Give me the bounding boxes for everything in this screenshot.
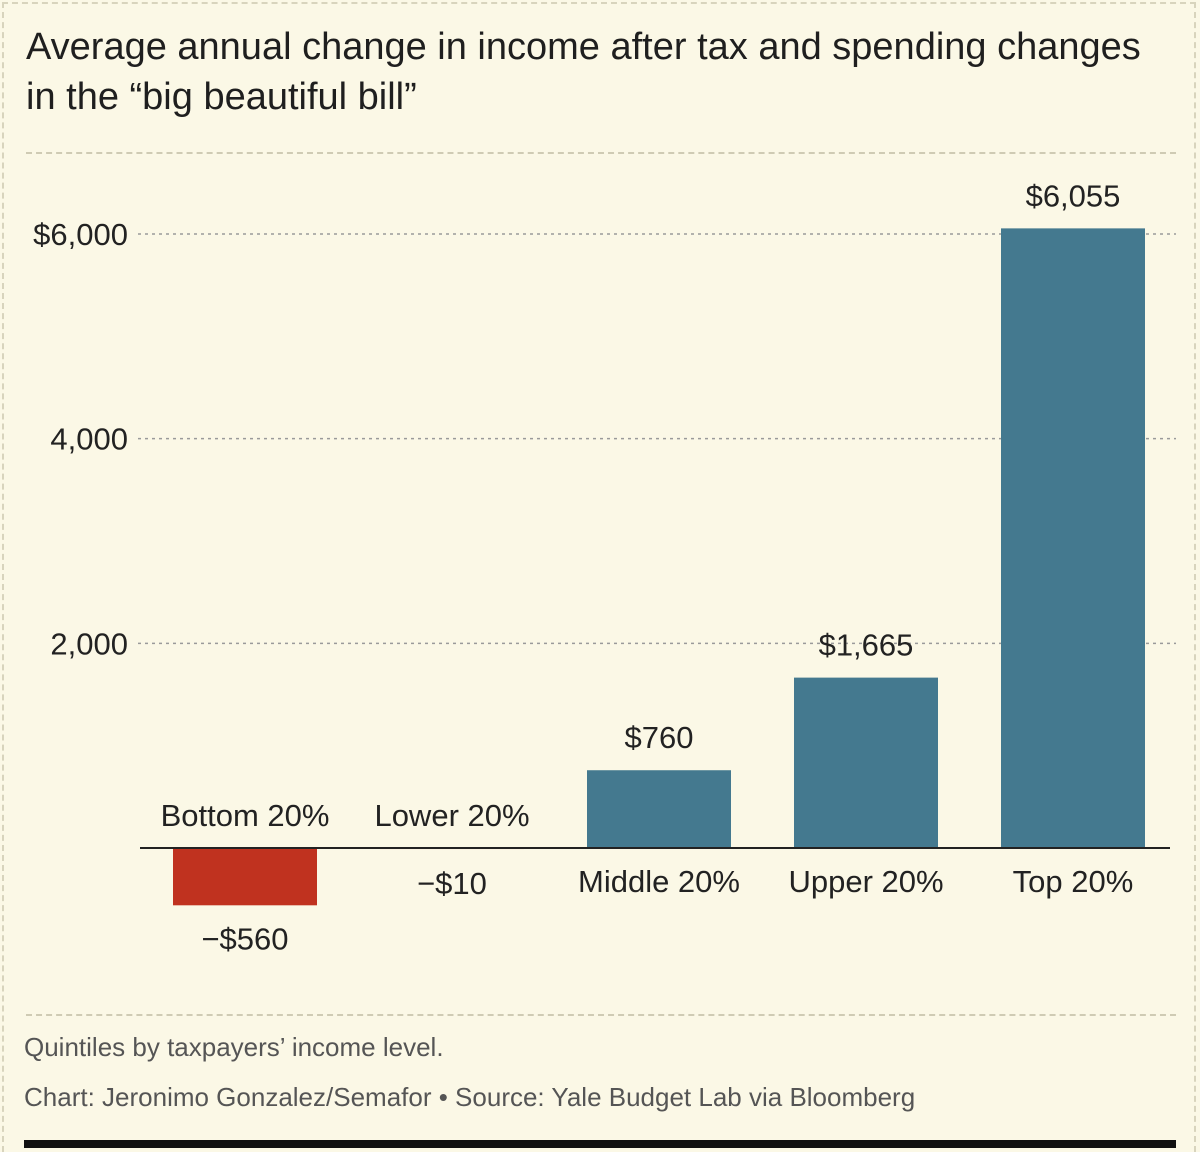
chart-credit: Chart: Jeronimo Gonzalez/Semafor • Sourc… — [24, 1082, 916, 1112]
bar — [587, 770, 731, 848]
chart-subtitle-note: Quintiles by taxpayers’ income level. — [24, 1032, 444, 1062]
y-tick-label: 4,000 — [50, 422, 128, 457]
bar — [173, 848, 317, 906]
header-divider — [26, 152, 1176, 154]
data-label: $760 — [625, 720, 694, 755]
data-label: −$10 — [417, 866, 487, 901]
data-label: −$560 — [201, 921, 288, 956]
category-label: Lower 20% — [374, 798, 529, 833]
chart-title: Average annual change in income after ta… — [26, 26, 1141, 118]
bar-chart: 2,000 4,000 $6,000 Bottom 20% −$560 Lower 20%… — [33, 178, 1176, 956]
bar — [1001, 228, 1145, 848]
category-label: Bottom 20% — [161, 798, 330, 833]
bar — [794, 677, 938, 848]
bottom-bar — [24, 1140, 1176, 1148]
data-label: $1,665 — [819, 628, 914, 663]
y-tick-label: 2,000 — [50, 626, 128, 661]
category-label: Middle 20% — [578, 864, 740, 899]
y-tick-label: $6,000 — [33, 217, 128, 252]
category-label: Top 20% — [1013, 864, 1134, 899]
footer-divider — [26, 1014, 1176, 1016]
category-label: Upper 20% — [788, 864, 943, 899]
data-label: $6,055 — [1026, 178, 1121, 213]
